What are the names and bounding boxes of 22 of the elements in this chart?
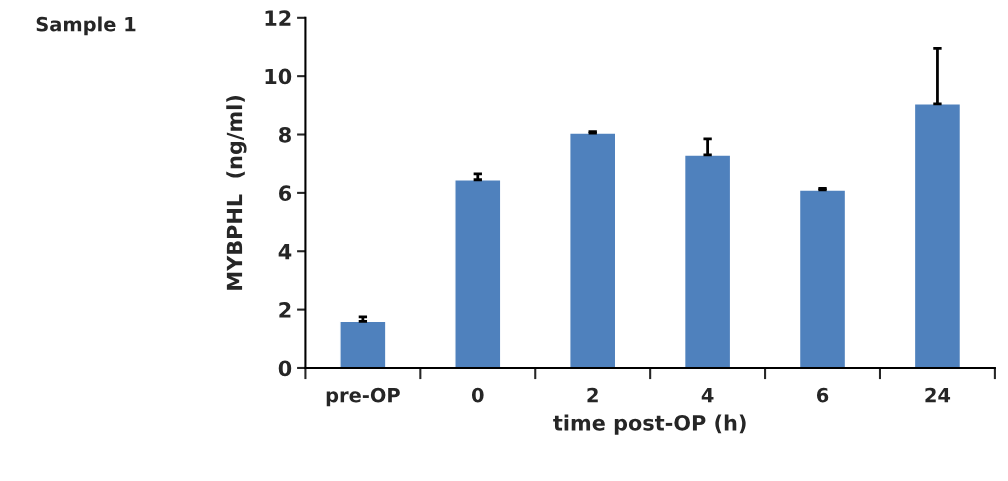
y-tick-label: 4 [278,243,292,260]
bar [339,320,387,368]
bar [798,189,847,368]
y-tick-label: 2 [279,302,291,318]
x-tick-label: 2 [587,387,598,403]
x-tick-label: pre-OP [326,387,400,407]
y-tick-label: 0 [278,360,292,377]
y-tick-label: 8 [279,126,291,143]
y-tick-label: 6 [279,185,292,202]
y-axis-title: MYBPHL (ng/ml) [226,95,247,290]
text: Sample 1 [36,16,136,36]
x-tick-label: 4 [701,388,714,403]
x-tick-label: 24 [925,387,951,403]
x-axis-title: time post-OP (h) [553,414,746,435]
y-tick-label: 12 [265,10,291,26]
x-tick-label: 0 [471,387,484,403]
bar [454,179,502,368]
bar [683,154,732,368]
bar [569,132,617,368]
x-tick-label: 6 [816,387,829,403]
bar [913,103,962,368]
y-tick-label: 10 [265,68,292,85]
